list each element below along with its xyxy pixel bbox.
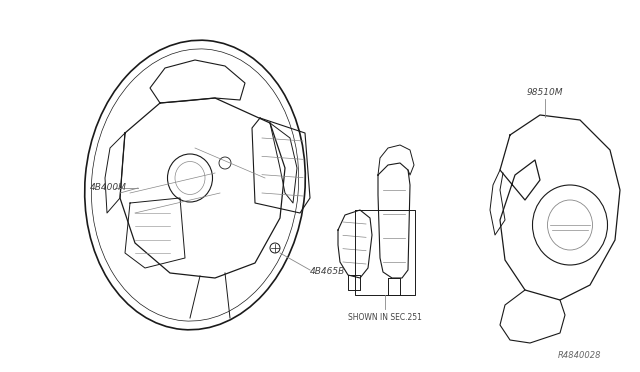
Text: 4B400M: 4B400M — [90, 183, 127, 192]
Text: 4B465B: 4B465B — [310, 267, 345, 276]
Text: 98510M: 98510M — [527, 88, 563, 97]
Text: R4840028: R4840028 — [558, 350, 602, 359]
Text: SHOWN IN SEC.251: SHOWN IN SEC.251 — [348, 313, 422, 322]
